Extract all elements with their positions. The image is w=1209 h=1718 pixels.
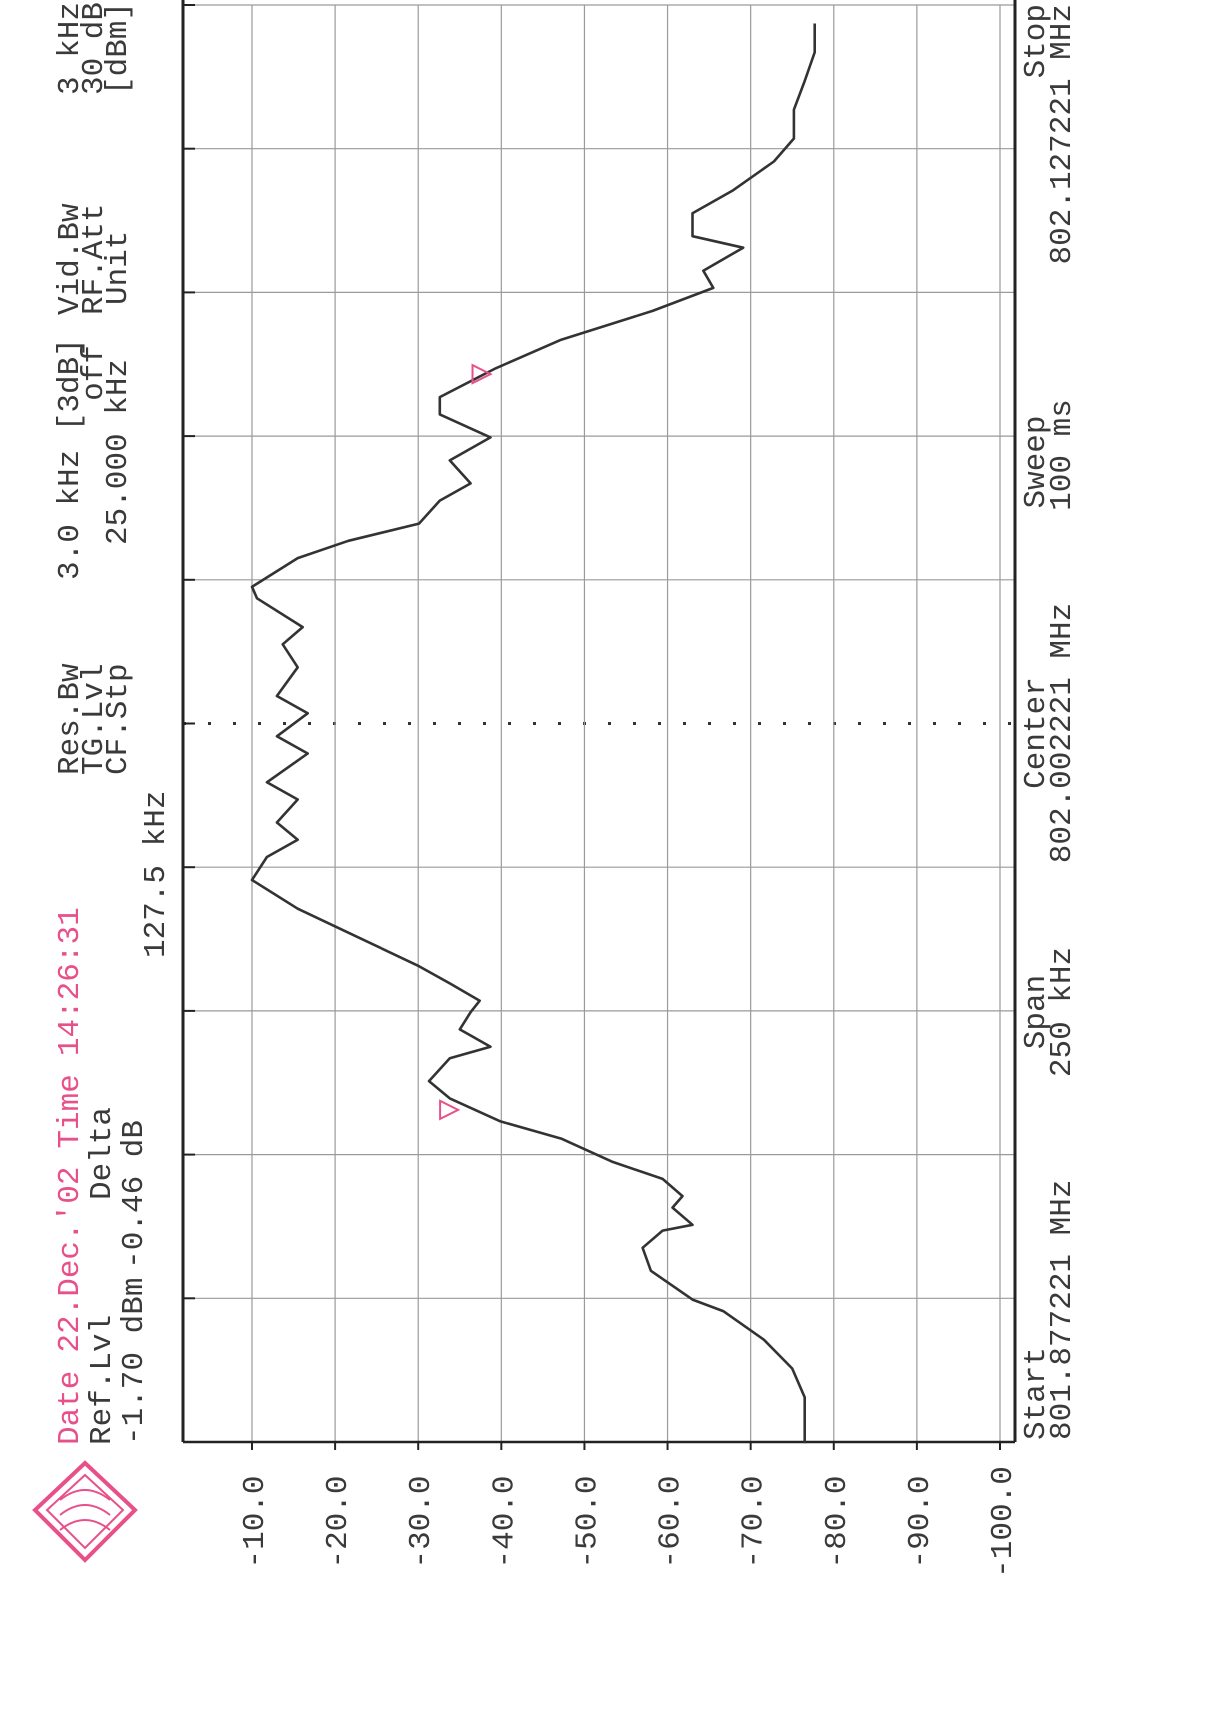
time: 14:26:31	[53, 907, 88, 1056]
vid-label: Vid.Bw	[53, 203, 88, 315]
ref-value: -1.70 dBm	[117, 1278, 152, 1445]
delta-value: -0.46 dB	[117, 1120, 152, 1269]
vid: 3 kHz	[53, 2, 88, 95]
marker	[439, 1099, 461, 1121]
date-label: Date22.Dec.'02Time14:26:31	[53, 907, 88, 1445]
res-bw-label: Res.Bw	[53, 663, 88, 775]
y-tick-label: -90.0	[903, 1475, 938, 1568]
delta-freq: 127.5 kHz	[139, 791, 174, 958]
y-tick-label: -30.0	[404, 1475, 439, 1568]
rf-label: RF.Att	[77, 203, 112, 315]
stop: 802.127221 MHz	[1045, 4, 1080, 264]
delta-marker	[471, 363, 493, 385]
y-tick-label: -40.0	[487, 1475, 522, 1568]
sweep-label: Sweep	[1019, 415, 1054, 508]
start-label: Start	[1019, 1347, 1054, 1440]
sweep: 100 ms	[1045, 399, 1080, 511]
rf: 30 dB	[77, 2, 112, 95]
span: 250 kHz	[1045, 947, 1080, 1077]
trace	[250, 23, 816, 1444]
tg-label: TG.Lvl	[77, 663, 112, 775]
delta-label: Delta	[85, 1107, 120, 1200]
y-tick-label: -70.0	[737, 1475, 772, 1568]
y-tick-label: -60.0	[654, 1475, 689, 1568]
res-bw: 3.0 kHz [3dB]	[53, 338, 88, 580]
y-tick-label: -80.0	[820, 1475, 855, 1568]
logo	[32, 1460, 138, 1563]
y-tick-label: -50.0	[570, 1475, 605, 1568]
unit-label: Unit	[101, 231, 136, 305]
unit: [dBm]	[101, 2, 136, 95]
center-label: Center	[1019, 677, 1054, 789]
span-label: Span	[1019, 975, 1054, 1049]
time-label: Time	[53, 1074, 88, 1148]
center: 802.002221 MHz	[1045, 603, 1080, 863]
y-tick-label: -20.0	[321, 1475, 356, 1568]
ref-label: Ref.Lvl	[85, 1315, 120, 1445]
cf-label: CF.Stp	[101, 663, 136, 775]
y-tick-label: -100.0	[986, 1466, 1021, 1578]
stop-label: Stop	[1019, 4, 1054, 78]
start: 801.877221 MHz	[1045, 1180, 1080, 1440]
date: 22.Dec.'02	[53, 1167, 88, 1353]
tg: off	[77, 345, 112, 401]
y-tick-label: -10.0	[238, 1475, 273, 1568]
cf: 25.000 kHz	[101, 359, 136, 545]
